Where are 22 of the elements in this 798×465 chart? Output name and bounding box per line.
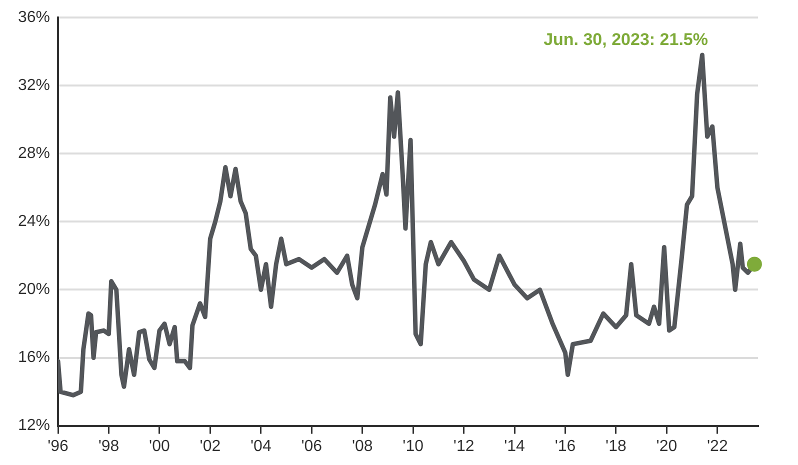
x-tick-label: '18 <box>606 438 626 455</box>
x-tick-label: '06 <box>301 438 322 455</box>
x-tick-label: '22 <box>706 438 728 455</box>
x-tick-label: '16 <box>554 438 576 455</box>
x-tick-label: '14 <box>504 438 526 455</box>
y-tick-label: 36% <box>18 9 50 26</box>
x-tick-label: '98 <box>98 438 120 455</box>
annotation: Jun. 30, 2023: 21.5% <box>544 30 708 49</box>
x-tick-label: '12 <box>453 438 474 455</box>
y-tick-label: 28% <box>18 145 50 162</box>
y-tick-label: 12% <box>18 417 50 434</box>
y-tick-label: 20% <box>18 281 50 298</box>
x-tick-label: '96 <box>48 438 69 455</box>
x-tick-label: '20 <box>656 438 678 455</box>
y-tick-label: 16% <box>18 349 50 366</box>
y-tick-label: 24% <box>18 213 50 230</box>
x-tick-label: '10 <box>402 438 424 455</box>
x-tick-label: '04 <box>250 438 272 455</box>
y-tick-label: 32% <box>18 77 50 94</box>
x-tick-label: '08 <box>352 438 373 455</box>
x-tick-label: '02 <box>200 438 221 455</box>
x-tick-label: '00 <box>149 438 170 455</box>
